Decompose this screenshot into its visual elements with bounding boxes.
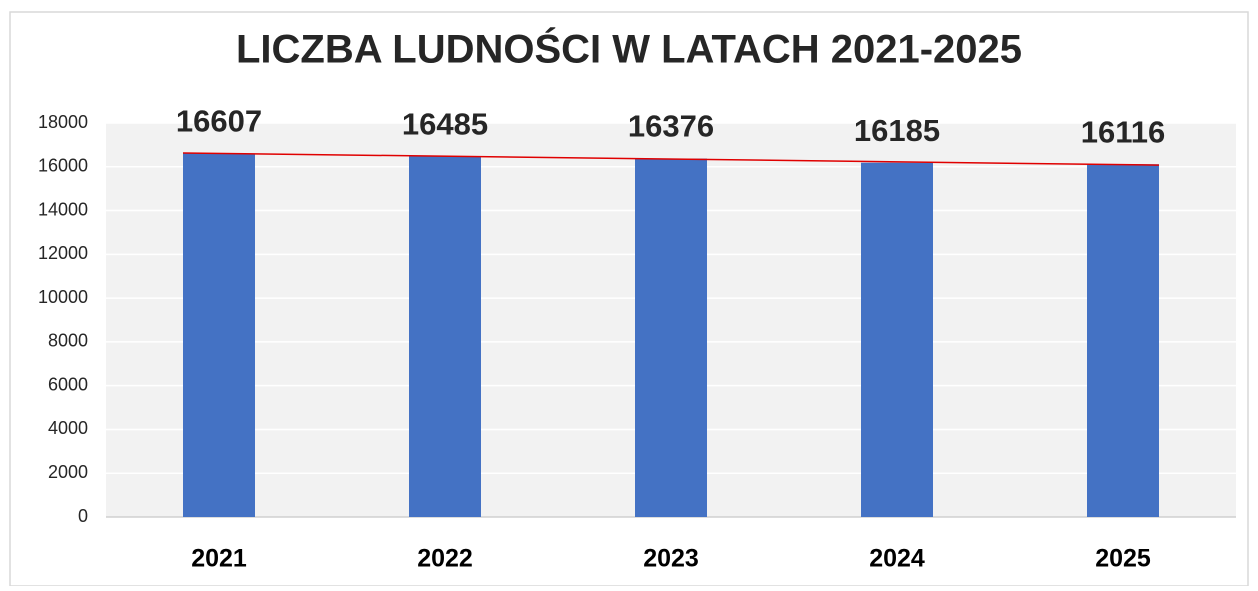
y-tick-label: 8000	[48, 331, 88, 351]
y-tick-label: 16000	[38, 156, 88, 176]
y-tick-label: 2000	[48, 462, 88, 482]
x-tick-label: 2024	[869, 545, 925, 573]
bar	[183, 153, 255, 518]
trendline	[182, 152, 1160, 166]
x-tick-label: 2021	[191, 545, 247, 573]
bar	[635, 158, 707, 518]
data-label: 16485	[402, 106, 488, 141]
chart-title: LICZBA LUDNOŚCI W LATACH 2021-2025	[236, 26, 1022, 72]
bar	[1087, 164, 1159, 518]
data-label: 16376	[628, 109, 714, 144]
y-tick-label: 12000	[38, 243, 88, 263]
y-tick-label: 0	[78, 506, 88, 526]
data-label: 16607	[176, 104, 262, 139]
y-tick-label: 14000	[38, 199, 88, 219]
data-label: 16116	[1081, 114, 1166, 149]
x-tick-label: 2022	[417, 545, 473, 573]
bar	[861, 162, 933, 517]
x-tick-label: 2023	[643, 545, 699, 573]
y-tick-label: 10000	[38, 287, 88, 307]
x-tick-label: 2025	[1095, 545, 1151, 573]
y-tick-label: 18000	[38, 112, 88, 132]
y-tick-label: 4000	[48, 418, 88, 438]
y-tick-label: 6000	[48, 374, 88, 394]
data-label: 16185	[854, 113, 940, 148]
bar	[409, 156, 481, 517]
